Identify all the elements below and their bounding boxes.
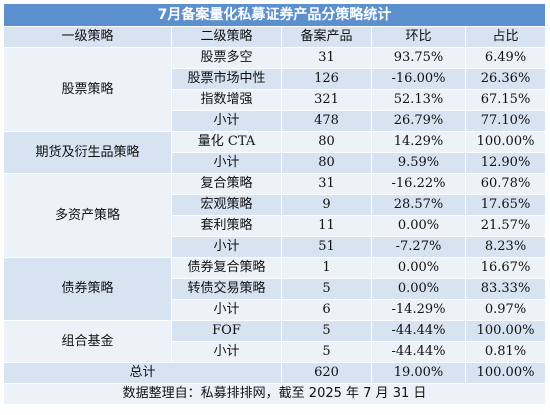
share-cell: 67.15% bbox=[464, 89, 547, 111]
mom-change-cell: 0.00% bbox=[371, 215, 466, 237]
mom-change-cell: 9.59% bbox=[371, 152, 466, 174]
table-row: 小计 5 -44.44% 0.81% bbox=[4, 341, 547, 363]
secondary-strategy-cell: 小计 bbox=[171, 110, 282, 132]
filed-products-cell: 5 bbox=[281, 278, 372, 300]
secondary-strategy-cell: 股票多空 bbox=[171, 47, 282, 69]
secondary-strategy-cell: 宏观策略 bbox=[171, 194, 282, 216]
secondary-strategy-cell: 复合策略 bbox=[171, 173, 282, 195]
share-cell: 8.23% bbox=[464, 236, 547, 258]
table-row: 小计 51 -7.27% 8.23% bbox=[4, 236, 547, 258]
filed-products-cell: 126 bbox=[281, 68, 372, 90]
header-share: 占比 bbox=[464, 26, 547, 48]
primary-strategy-cell: 多资产策略 bbox=[3, 173, 172, 258]
share-cell: 17.65% bbox=[464, 194, 547, 216]
table-row: 小计 6 -14.29% 0.97% bbox=[4, 299, 547, 321]
total-count: 620 bbox=[281, 362, 372, 384]
primary-strategy-cell: 组合基金 bbox=[3, 320, 172, 363]
title-row: 7月备案量化私募证券产品分策略统计 bbox=[2, 3, 547, 27]
table-row: 债券策略 债券复合策略 1 0.00% 16.67% bbox=[3, 257, 547, 321]
table-row: 组合基金 FOF 5 -44.44% 100.00% bbox=[3, 320, 547, 363]
primary-strategy-cell: 期货及衍生品策略 bbox=[3, 131, 172, 174]
mom-change-cell: 52.13% bbox=[371, 89, 466, 111]
filed-products-cell: 478 bbox=[281, 110, 372, 132]
total-share: 100.00% bbox=[464, 362, 547, 384]
table-row: 股票策略 股票多空 31 93.75% 6.49% bbox=[3, 47, 547, 132]
secondary-strategy-cell: 量化 CTA bbox=[171, 131, 282, 153]
table-row: 套利策略 11 0.00% 21.57% bbox=[4, 215, 547, 237]
mom-change-cell: 0.00% bbox=[371, 278, 466, 300]
filed-products-cell: 6 bbox=[281, 299, 372, 321]
filed-products-cell: 11 bbox=[281, 215, 372, 237]
mom-change-cell: 93.75% bbox=[371, 47, 466, 69]
secondary-strategy-cell: FOF bbox=[171, 320, 282, 342]
table-container: 7月备案量化私募证券产品分策略统计 一级策略 二级策略 备案产品 环比 占比 股… bbox=[2, 3, 547, 405]
share-cell: 26.36% bbox=[464, 68, 547, 90]
filed-products-cell: 80 bbox=[281, 152, 372, 174]
filed-products-cell: 321 bbox=[281, 89, 372, 111]
share-cell: 0.81% bbox=[464, 341, 547, 363]
share-cell: 100.00% bbox=[464, 320, 547, 342]
filed-products-cell: 5 bbox=[281, 320, 372, 342]
share-cell: 16.67% bbox=[464, 257, 547, 279]
mom-change-cell: -16.00% bbox=[371, 68, 466, 90]
filed-products-cell: 31 bbox=[281, 47, 372, 69]
mom-change-cell: 0.00% bbox=[371, 257, 466, 279]
mom-change-cell: 26.79% bbox=[371, 110, 466, 132]
mom-change-cell: 14.29% bbox=[371, 131, 466, 153]
source-note: 数据整理自：私募排排网，截至 2025 年 7 月 31 日 bbox=[2, 383, 547, 405]
header-filed-products: 备案产品 bbox=[281, 26, 372, 48]
source-row: 数据整理自：私募排排网，截至 2025 年 7 月 31 日 bbox=[2, 383, 547, 405]
secondary-strategy-cell: 债券复合策略 bbox=[171, 257, 282, 279]
filed-products-cell: 1 bbox=[281, 257, 372, 279]
secondary-strategy-cell: 套利策略 bbox=[171, 215, 282, 237]
strategy-stats-table: 7月备案量化私募证券产品分策略统计 一级策略 二级策略 备案产品 环比 占比 股… bbox=[2, 3, 547, 405]
filed-products-cell: 5 bbox=[281, 341, 372, 363]
table-body: 7月备案量化私募证券产品分策略统计 一级策略 二级策略 备案产品 环比 占比 股… bbox=[2, 3, 547, 405]
table-row: 小计 478 26.79% 77.10% bbox=[4, 110, 547, 132]
mom-change-cell: -44.44% bbox=[371, 320, 466, 342]
share-cell: 83.33% bbox=[464, 278, 547, 300]
secondary-strategy-cell: 小计 bbox=[171, 341, 282, 363]
secondary-strategy-cell: 股票市场中性 bbox=[171, 68, 282, 90]
secondary-strategy-cell: 指数增强 bbox=[171, 89, 282, 111]
header-primary-strategy: 一级策略 bbox=[3, 26, 172, 48]
total-label: 总计 bbox=[3, 362, 282, 384]
secondary-strategy-cell: 小计 bbox=[171, 299, 282, 321]
table-row: 宏观策略 9 28.57% 17.65% bbox=[4, 194, 547, 216]
header-row: 一级策略 二级策略 备案产品 环比 占比 bbox=[3, 26, 547, 48]
mom-change-cell: -7.27% bbox=[371, 236, 466, 258]
primary-strategy-cell: 债券策略 bbox=[3, 257, 172, 321]
mom-change-cell: -44.44% bbox=[371, 341, 466, 363]
filed-products-cell: 51 bbox=[281, 236, 372, 258]
table-row: 小计 80 9.59% 12.90% bbox=[4, 152, 547, 174]
secondary-strategy-cell: 小计 bbox=[171, 236, 282, 258]
secondary-strategy-cell: 转债交易策略 bbox=[171, 278, 282, 300]
table-title: 7月备案量化私募证券产品分策略统计 bbox=[2, 3, 547, 27]
table-row: 转债交易策略 5 0.00% 83.33% bbox=[4, 278, 547, 300]
filed-products-cell: 31 bbox=[281, 173, 372, 195]
secondary-strategy-cell: 小计 bbox=[171, 152, 282, 174]
table-row: 股票市场中性 126 -16.00% 26.36% bbox=[4, 68, 547, 90]
total-row: 总计 620 19.00% 100.00% bbox=[3, 362, 547, 384]
share-cell: 100.00% bbox=[464, 131, 547, 153]
mom-change-cell: -16.22% bbox=[371, 173, 466, 195]
filed-products-cell: 9 bbox=[281, 194, 372, 216]
table-row: 多资产策略 复合策略 31 -16.22% 60.78% bbox=[3, 173, 547, 258]
primary-strategy-cell: 股票策略 bbox=[3, 47, 172, 132]
filed-products-cell: 80 bbox=[281, 131, 372, 153]
share-cell: 21.57% bbox=[464, 215, 547, 237]
share-cell: 6.49% bbox=[464, 47, 547, 69]
share-cell: 60.78% bbox=[464, 173, 547, 195]
header-secondary-strategy: 二级策略 bbox=[171, 26, 282, 48]
total-mom-change: 19.00% bbox=[371, 362, 466, 384]
mom-change-cell: -14.29% bbox=[371, 299, 466, 321]
header-mom-change: 环比 bbox=[371, 26, 466, 48]
mom-change-cell: 28.57% bbox=[371, 194, 466, 216]
table-row: 期货及衍生品策略 量化 CTA 80 14.29% 100.00% bbox=[3, 131, 547, 174]
share-cell: 77.10% bbox=[464, 110, 547, 132]
share-cell: 12.90% bbox=[464, 152, 547, 174]
share-cell: 0.97% bbox=[464, 299, 547, 321]
